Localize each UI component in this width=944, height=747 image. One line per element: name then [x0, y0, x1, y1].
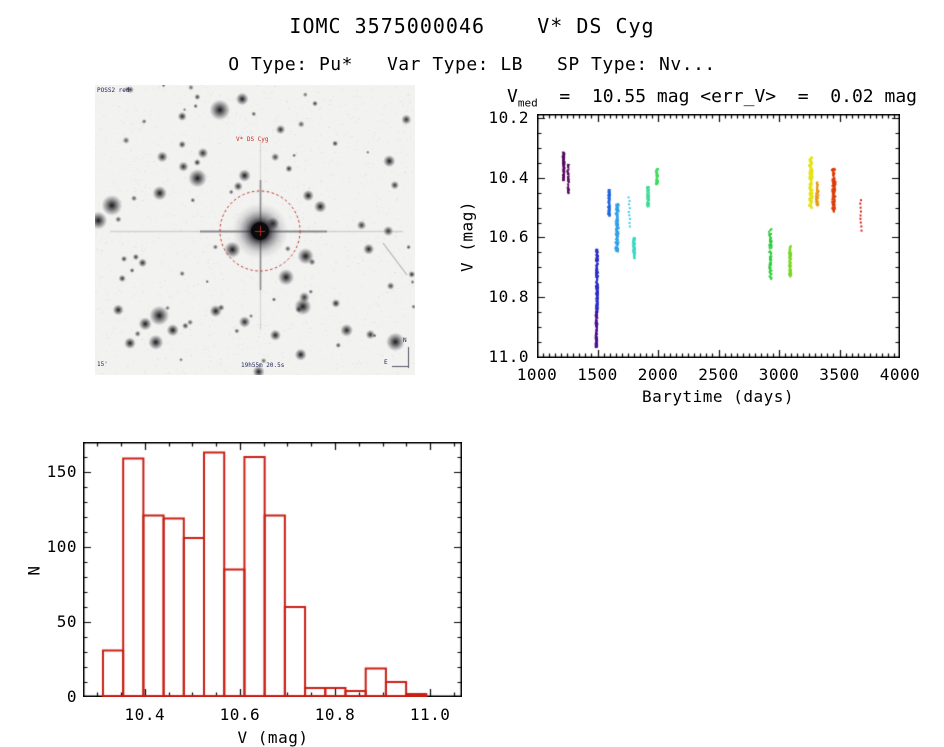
x-tick-label: 1000: [516, 365, 558, 384]
y-tick-label: 50: [56, 612, 77, 631]
y-tick-label: 0: [66, 687, 77, 706]
histogram-plot: [83, 442, 462, 697]
x-tick-label: 3000: [758, 365, 800, 384]
x-tick-label: 10.6: [219, 705, 261, 724]
x-tick-label: 1500: [577, 365, 618, 384]
x-tick-label: 4000: [879, 365, 921, 384]
star-field-panel: POSS2 red V* DS Cyg 15' 19h55m 20.5s N E: [95, 85, 415, 375]
y-tick-label: 11.0: [488, 347, 529, 367]
x-tick-label: 2000: [637, 365, 679, 384]
compass-north-label: N: [403, 337, 407, 344]
x-tick-label: 2500: [698, 365, 739, 384]
lightcurve-title-rest: = 10.55 mag <err_V> = 0.02 mag: [537, 86, 917, 107]
compass-east-label: E: [384, 359, 388, 366]
y-tick-label: 10.8: [488, 287, 529, 307]
page-subtitle: O Type: Pu* Var Type: LB SP Type: Nv...: [228, 54, 716, 75]
lightcurve-title-v: V: [506, 86, 518, 107]
lightcurve-x-axis-label: Barytime (days): [642, 387, 794, 406]
page-title: IOMC 3575000046 V* DS Cyg: [289, 14, 655, 38]
x-tick-label: 10.8: [314, 705, 356, 724]
x-tick-label: 11.0: [409, 705, 451, 724]
y-tick-label: 10.4: [488, 167, 529, 187]
lightcurve-canvas: [537, 114, 900, 358]
lightcurve-title: Vmed = 10.55 mag <err_V> = 0.02 mag: [462, 86, 944, 110]
lightcurve-plot: [537, 114, 900, 358]
histogram-canvas: [83, 442, 462, 697]
y-tick-label: 10.2: [488, 107, 529, 127]
scale-label: 15': [97, 361, 108, 368]
histogram-y-axis-label: N: [24, 565, 44, 576]
survey-label: POSS2 red: [97, 87, 130, 94]
y-tick-label: 100: [46, 537, 77, 556]
x-tick-label: 10.4: [124, 705, 166, 724]
y-tick-label: 10.6: [488, 227, 529, 247]
y-tick-label: 150: [46, 462, 77, 481]
coords-label: 19h55m 20.5s: [241, 362, 285, 369]
histogram-x-axis-label: V (mag): [237, 728, 309, 747]
target-label: V* DS Cyg: [236, 136, 269, 143]
star-field-image: [95, 85, 415, 375]
x-tick-label: 3500: [819, 365, 860, 384]
lightcurve-title-sub: med: [517, 96, 538, 110]
